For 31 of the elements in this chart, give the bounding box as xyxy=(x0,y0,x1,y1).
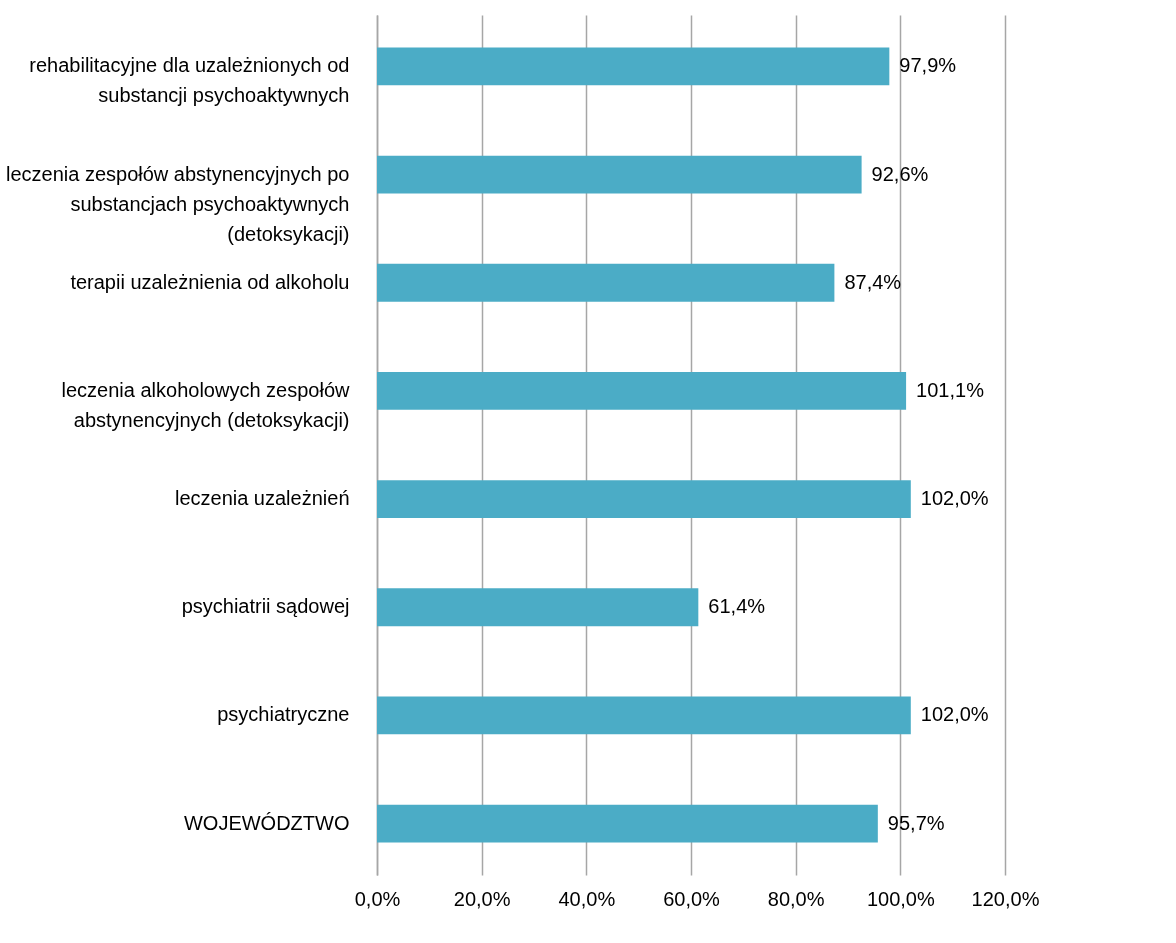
bar xyxy=(377,588,699,627)
data-label: 97,9% xyxy=(899,54,957,77)
y-tick-label: psychiatrii sądowej xyxy=(181,595,350,618)
bar xyxy=(377,155,862,194)
x-tick-label: 80,0% xyxy=(767,887,825,910)
x-tick-label: 120,0% xyxy=(971,887,1040,910)
x-tick-label: 100,0% xyxy=(866,887,935,910)
data-label: 101,1% xyxy=(916,378,985,401)
data-label: 61,4% xyxy=(708,595,766,618)
bar xyxy=(377,480,911,519)
y-tick-label: psychiatryczne xyxy=(217,703,350,726)
x-tick-label: 60,0% xyxy=(663,887,721,910)
y-tick-label: leczenia alkoholowych zespołów abstynencyjnych (detoksykacji) xyxy=(61,378,351,431)
x-tick-label: 0,0% xyxy=(354,887,401,910)
x-tick-label: 40,0% xyxy=(558,887,616,910)
bar xyxy=(377,696,911,735)
data-label: 95,7% xyxy=(887,811,945,834)
data-label: 87,4% xyxy=(844,270,902,293)
y-tick-label: rehabilitacyjne dla uzależnionych od substancji psychoaktywnych xyxy=(29,54,350,107)
bar xyxy=(377,263,835,302)
bar xyxy=(377,804,878,843)
x-tick-label: 20,0% xyxy=(453,887,511,910)
y-tick-label: WOJEWÓDZTWO xyxy=(183,811,350,834)
y-tick-label: leczenia uzależnień xyxy=(174,487,350,510)
bar xyxy=(377,47,890,86)
data-label: 102,0% xyxy=(920,703,989,726)
y-tick-label: leczenia zespołów abstynencyjnych po substancjach psychoaktywnych (detoksykacji) xyxy=(5,162,350,245)
bar xyxy=(377,371,907,410)
data-label: 92,6% xyxy=(871,162,929,185)
y-tick-label: terapii uzależnienia od alkoholu xyxy=(70,270,350,293)
data-label: 102,0% xyxy=(920,487,989,510)
